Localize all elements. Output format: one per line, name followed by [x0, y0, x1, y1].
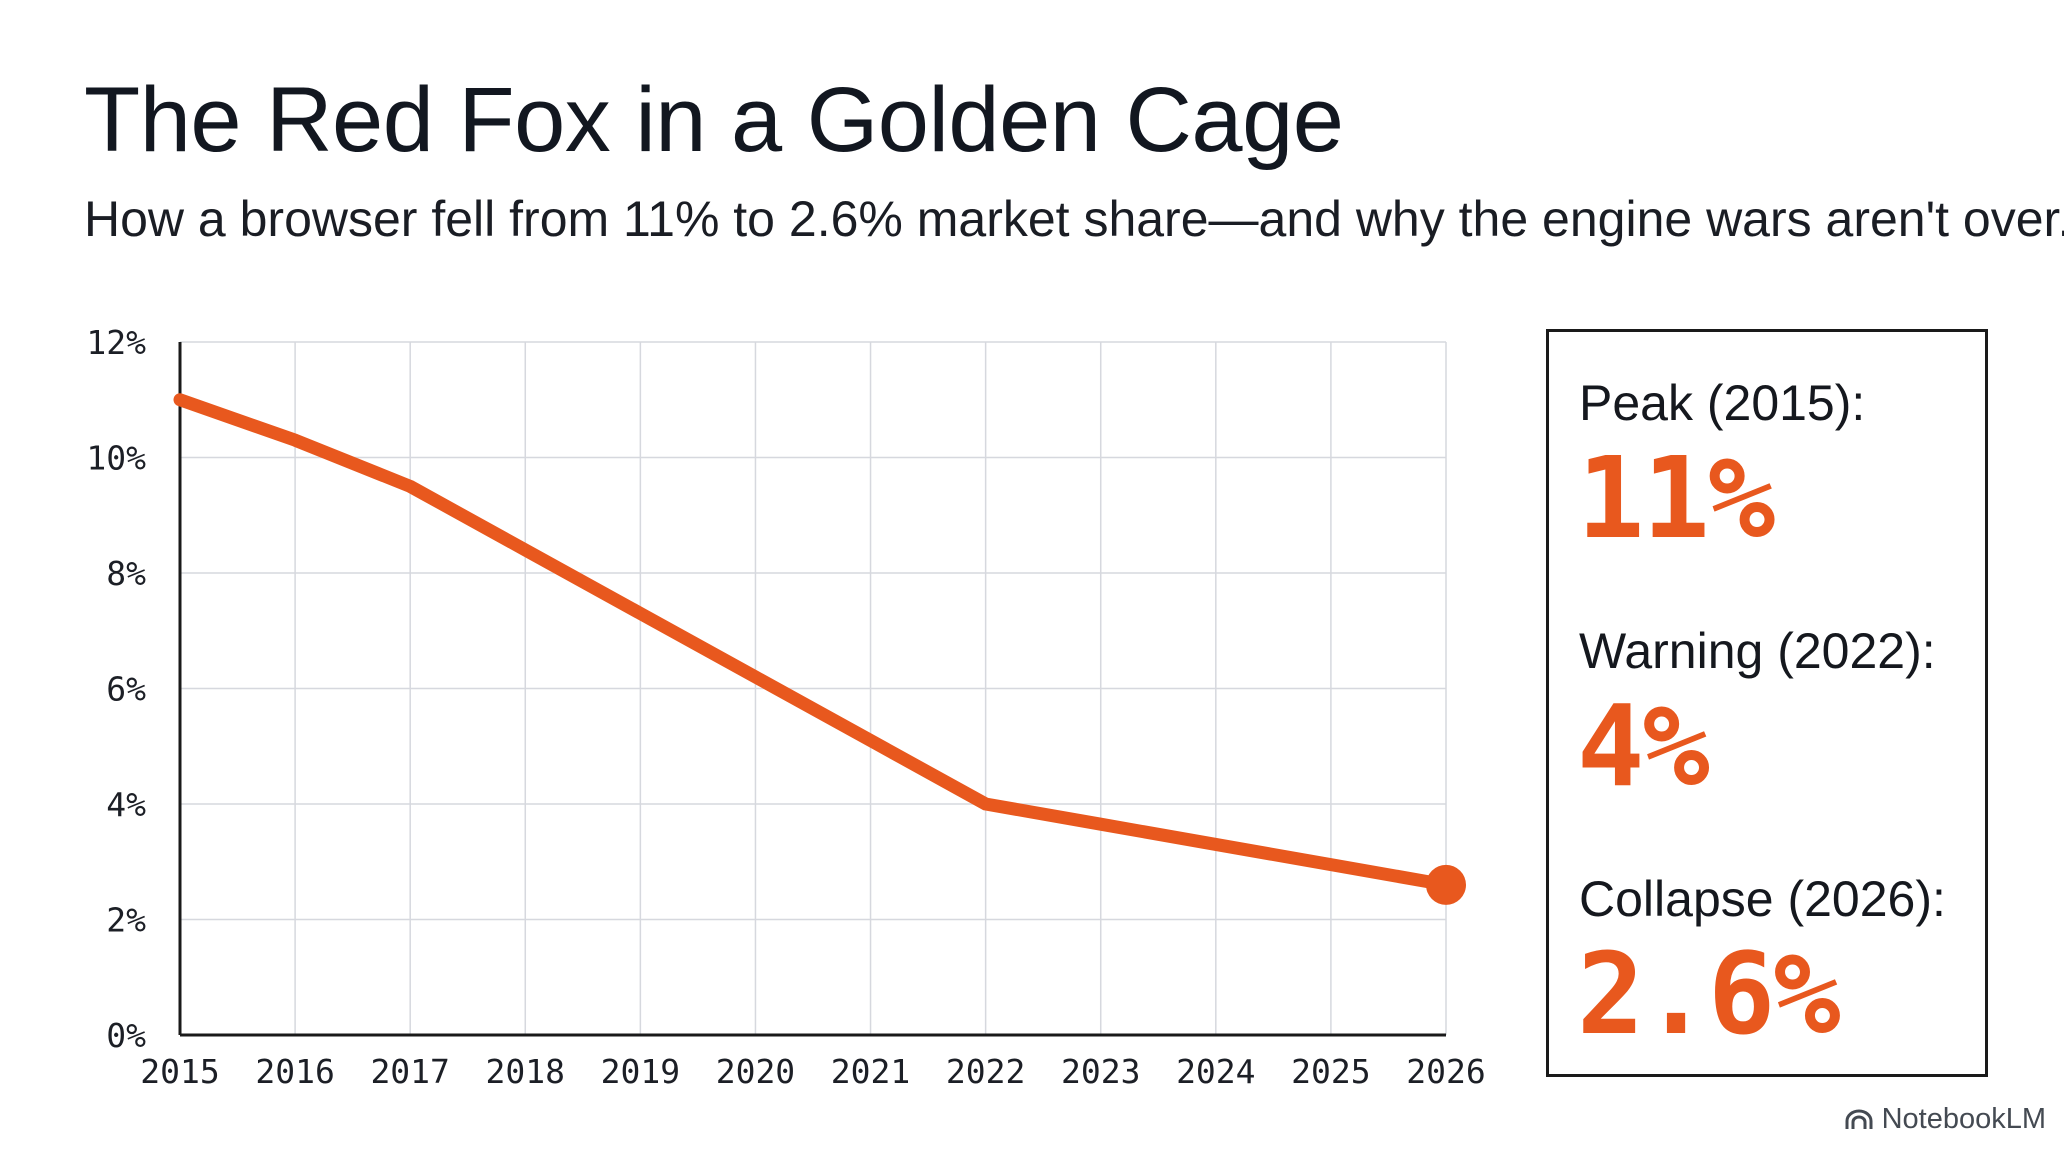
x-tick-label: 2018 [486, 1052, 565, 1091]
y-tick-label: 6% [106, 670, 146, 709]
stat-warning-value: 4% [1577, 682, 1710, 812]
x-tick-label: 2017 [370, 1052, 449, 1091]
y-tick-label: 0% [106, 1016, 146, 1055]
page-title: The Red Fox in a Golden Cage [84, 69, 1344, 171]
stat-collapse-label: Collapse (2026): [1579, 871, 1946, 927]
stats-panel: Peak (2015): 11% Warning (2022): 4% Coll… [1546, 329, 1988, 1077]
x-tick-label: 2024 [1176, 1052, 1255, 1091]
stat-warning-label: Warning (2022): [1579, 623, 1936, 679]
x-tick-label: 2022 [946, 1052, 1025, 1091]
series-line [173, 393, 1453, 892]
notebooklm-watermark: NotebookLM [1844, 1103, 2046, 1136]
x-tick-label: 2016 [255, 1052, 334, 1091]
y-tick-label: 2% [106, 901, 146, 940]
x-tick-label: 2025 [1291, 1052, 1370, 1091]
x-tick-label: 2019 [601, 1052, 680, 1091]
y-tick-label: 12% [86, 323, 146, 362]
endpoint-marker [1426, 864, 1466, 905]
x-tick-label: 2015 [140, 1052, 219, 1091]
stat-peak-value: 11% [1577, 434, 1775, 564]
page-subtitle: How a browser fell from 11% to 2.6% mark… [84, 191, 2064, 247]
y-tick-label: 10% [86, 439, 146, 478]
stat-peak-label: Peak (2015): [1579, 375, 1866, 431]
notebooklm-logo-icon [1845, 1109, 1873, 1129]
x-tick-label: 2021 [831, 1052, 910, 1091]
x-tick-label: 2026 [1406, 1052, 1485, 1091]
y-tick-label: 8% [106, 554, 146, 593]
y-tick-label: 4% [106, 785, 146, 824]
x-tick-label: 2023 [1061, 1052, 1140, 1091]
brand-name: NotebookLM [1881, 1103, 2046, 1135]
x-tick-label: 2020 [716, 1052, 795, 1091]
stat-collapse-value: 2.6% [1577, 930, 1841, 1060]
